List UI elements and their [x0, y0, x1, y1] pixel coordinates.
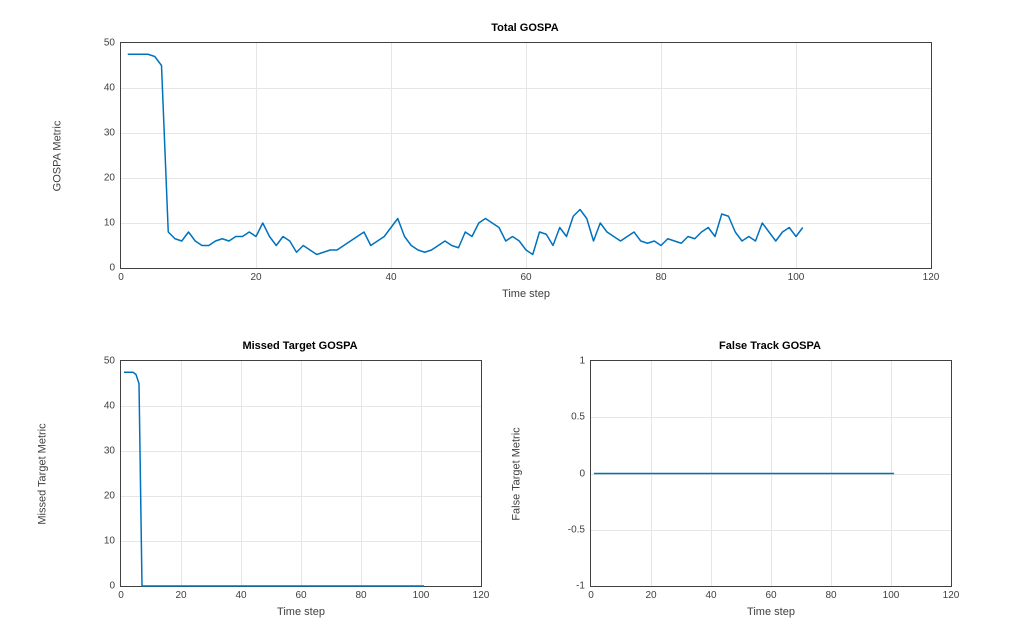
- y-tick-label: 30: [104, 128, 115, 139]
- x-tick-label: 0: [118, 272, 124, 283]
- x-tick-label: 80: [355, 590, 366, 601]
- data-line: [591, 361, 951, 586]
- x-tick-label: 80: [655, 272, 666, 283]
- y-axis-label: False Target Metric: [510, 427, 522, 520]
- x-tick-label: 80: [825, 590, 836, 601]
- x-axis-label: Time step: [747, 606, 795, 618]
- y-tick-label: 20: [104, 491, 115, 502]
- y-tick-label: 50: [104, 356, 115, 367]
- x-tick-label: 120: [473, 590, 490, 601]
- x-tick-label: 40: [385, 272, 396, 283]
- y-tick-label: -0.5: [568, 524, 585, 535]
- x-tick-label: 0: [588, 590, 594, 601]
- y-tick-label: 0: [109, 263, 115, 274]
- y-tick-label: 1: [579, 356, 585, 367]
- x-tick-label: 40: [235, 590, 246, 601]
- x-tick-label: 60: [295, 590, 306, 601]
- chart-false-track-gospa: False Track GOSPA 020406080100120-1-0.50…: [590, 360, 950, 585]
- chart-title: Total GOSPA: [120, 22, 930, 34]
- plot-area: 020406080100120-1-0.500.51Time stepFalse…: [590, 360, 952, 587]
- plot-area: 02040608010012001020304050Time stepGOSPA…: [120, 42, 932, 269]
- chart-title: Missed Target GOSPA: [120, 340, 480, 352]
- data-line: [121, 43, 931, 268]
- y-tick-label: -1: [576, 581, 585, 592]
- y-tick-label: 0: [109, 581, 115, 592]
- chart-total-gospa: Total GOSPA 02040608010012001020304050Ti…: [120, 42, 930, 267]
- chart-title: False Track GOSPA: [590, 340, 950, 352]
- y-tick-label: 30: [104, 446, 115, 457]
- y-tick-label: 0.5: [571, 412, 585, 423]
- x-tick-label: 20: [175, 590, 186, 601]
- x-tick-label: 40: [705, 590, 716, 601]
- x-tick-label: 60: [765, 590, 776, 601]
- y-axis-label: Missed Target Metric: [36, 423, 48, 524]
- y-tick-label: 10: [104, 536, 115, 547]
- y-tick-label: 50: [104, 38, 115, 49]
- x-axis-label: Time step: [277, 606, 325, 618]
- x-tick-label: 20: [645, 590, 656, 601]
- y-tick-label: 20: [104, 173, 115, 184]
- x-tick-label: 100: [413, 590, 430, 601]
- plot-area: 02040608010012001020304050Time stepMisse…: [120, 360, 482, 587]
- chart-missed-target-gospa: Missed Target GOSPA 02040608010012001020…: [120, 360, 480, 585]
- x-tick-label: 20: [250, 272, 261, 283]
- x-axis-label: Time step: [502, 288, 550, 300]
- y-tick-label: 40: [104, 401, 115, 412]
- y-tick-label: 40: [104, 83, 115, 94]
- x-tick-label: 0: [118, 590, 124, 601]
- y-tick-label: 0: [579, 468, 585, 479]
- x-tick-label: 120: [923, 272, 940, 283]
- y-axis-label: GOSPA Metric: [52, 120, 64, 191]
- y-tick-label: 10: [104, 218, 115, 229]
- data-line: [121, 361, 481, 586]
- x-tick-label: 100: [883, 590, 900, 601]
- x-tick-label: 120: [943, 590, 960, 601]
- x-tick-label: 100: [788, 272, 805, 283]
- x-tick-label: 60: [520, 272, 531, 283]
